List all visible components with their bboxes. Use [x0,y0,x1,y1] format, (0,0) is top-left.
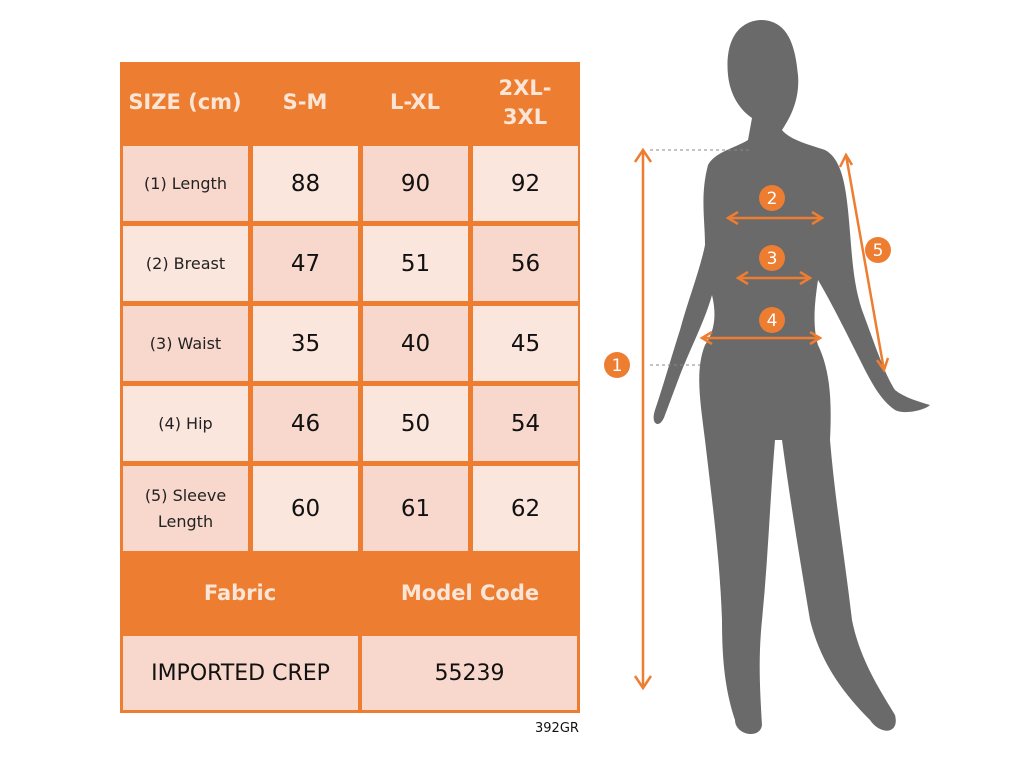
size-value: 62 [473,466,578,551]
svg-text:5: 5 [873,241,884,261]
sleeve-arrow [844,154,886,371]
measure-arrows [633,147,890,691]
svg-text:4: 4 [767,311,778,331]
header-size-2xl-3xl: 2XL-3XL [498,75,552,129]
marker-4: 4 [759,307,785,333]
size-value: 40 [363,306,468,381]
header-size-l-xl: L-XL [390,90,440,114]
fabric-value: IMPORTED CREP [123,636,358,710]
size-value: 92 [473,146,578,221]
header-size-cm: SIZE (cm) [128,90,242,114]
size-value: 88 [253,146,358,221]
woman-silhouette [653,20,930,735]
size-chart-table: SIZE (cm) S-M L-XL 2XL-3XL (1) Length 88 9… [120,62,580,713]
model-code-value: 55239 [362,636,577,710]
size-value: 56 [473,226,578,301]
marker-2: 2 [759,185,785,211]
marker-3: 3 [759,245,785,271]
svg-text:1: 1 [612,356,623,376]
size-value: 61 [363,466,468,551]
size-value: 46 [253,386,358,461]
product-code: 392GR [535,721,579,736]
size-value: 60 [253,466,358,551]
row-label: (3) Waist [123,306,248,381]
marker-5: 5 [865,237,891,263]
header-size-s-m: S-M [282,90,328,114]
size-value: 50 [363,386,468,461]
row-label: (1) Length [123,146,248,221]
size-value: 90 [363,146,468,221]
row-label: (4) Hip [123,386,248,461]
size-value: 45 [473,306,578,381]
model-code-header: Model Code [400,580,540,605]
size-value: 35 [253,306,358,381]
svg-text:3: 3 [767,249,778,269]
size-value: 51 [363,226,468,301]
row-label: (5) Sleeve Length [123,466,248,551]
size-value: 47 [253,226,358,301]
size-value: 54 [473,386,578,461]
row-label: (2) Breast [123,226,248,301]
fabric-header: Fabric [203,580,277,605]
marker-1: 1 [604,352,630,378]
svg-text:2: 2 [767,189,778,209]
